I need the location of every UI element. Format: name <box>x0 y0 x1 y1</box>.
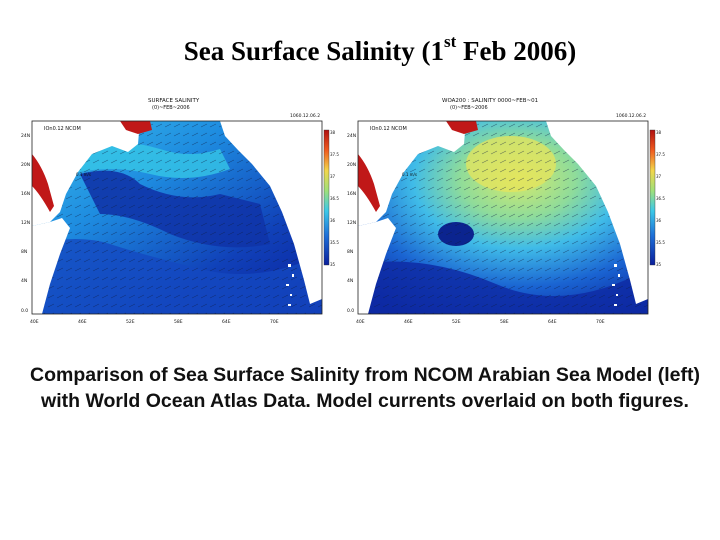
svg-text:IOn0.12 NCOM: IOn0.12 NCOM <box>370 126 407 132</box>
svg-text:58E: 58E <box>174 319 183 325</box>
map-area: 0.1 m/s IOn0.12 NCOM <box>32 121 322 314</box>
maldives-islands <box>612 264 620 306</box>
map-header: SURFACE SALINITY (0)~FEB~2006 1060.12.06… <box>148 98 320 119</box>
svg-text:46E: 46E <box>78 319 87 325</box>
svg-text:36.5: 36.5 <box>656 196 665 201</box>
svg-text:36.5: 36.5 <box>330 196 339 201</box>
svg-text:1060.12.06.2: 1060.12.06.2 <box>616 113 646 119</box>
svg-text:0.1 m/s: 0.1 m/s <box>402 172 417 177</box>
x-axis-labels: 40E 46E 52E 58E 64E 70E <box>356 319 605 325</box>
india-land <box>546 121 648 304</box>
svg-text:(0)~FEB~2006: (0)~FEB~2006 <box>450 105 488 111</box>
svg-text:12N: 12N <box>347 220 356 226</box>
svg-text:64E: 64E <box>548 319 557 325</box>
map-area: 0.1 m/s IOn0.12 NCOM <box>358 121 648 314</box>
svg-text:SURFACE SALINITY: SURFACE SALINITY <box>148 98 200 104</box>
svg-text:20N: 20N <box>347 162 356 168</box>
india-land <box>220 121 322 304</box>
svg-text:0.0: 0.0 <box>21 308 28 314</box>
svg-text:0.0: 0.0 <box>347 308 354 314</box>
svg-text:46E: 46E <box>404 319 413 325</box>
svg-text:52E: 52E <box>126 319 135 325</box>
svg-text:70E: 70E <box>596 319 605 325</box>
svg-text:35.5: 35.5 <box>330 240 339 245</box>
svg-text:4N: 4N <box>21 278 27 284</box>
page-title: Sea Surface Salinity (1st Feb 2006) <box>183 32 577 66</box>
svg-text:0.1 m/s: 0.1 m/s <box>76 172 91 177</box>
svg-text:WOA200 : SALINITY 0000~FEB~01: WOA200 : SALINITY 0000~FEB~01 <box>442 98 538 104</box>
svg-text:16N: 16N <box>347 191 356 197</box>
svg-text:36: 36 <box>656 218 662 223</box>
arabian-peninsula-land <box>32 121 140 226</box>
svg-text:1060.12.06.2: 1060.12.06.2 <box>290 113 320 119</box>
svg-text:(0)~FEB~2006: (0)~FEB~2006 <box>152 105 190 111</box>
svg-text:35: 35 <box>330 262 336 267</box>
svg-text:35.5: 35.5 <box>656 240 665 245</box>
persian-gulf <box>120 121 152 134</box>
svg-text:38: 38 <box>656 130 662 135</box>
map-header: WOA200 : SALINITY 0000~FEB~01 (0)~FEB~20… <box>442 98 646 119</box>
salinity-map-woa: WOA200 : SALINITY 0000~FEB~01 (0)~FEB~20… <box>346 94 666 330</box>
svg-text:36: 36 <box>330 218 336 223</box>
persian-gulf <box>446 121 478 134</box>
red-sea <box>32 154 54 212</box>
svg-text:IOn0.12 NCOM: IOn0.12 NCOM <box>44 126 81 132</box>
svg-text:52E: 52E <box>452 319 461 325</box>
svg-text:24N: 24N <box>21 133 30 139</box>
x-axis-labels: 40E 46E 52E 58E 64E 70E <box>30 319 279 325</box>
svg-text:58E: 58E <box>500 319 509 325</box>
svg-text:37.5: 37.5 <box>656 152 665 157</box>
figure-caption: Comparison of Sea Surface Salinity from … <box>30 364 700 412</box>
africa-land <box>358 218 396 314</box>
svg-text:38: 38 <box>330 130 336 135</box>
colorbar: 38 37.5 37 36.5 36 35.5 35 <box>323 129 339 267</box>
svg-text:37.5: 37.5 <box>330 152 339 157</box>
svg-text:8N: 8N <box>347 249 353 255</box>
salinity-map-ncom: SURFACE SALINITY (0)~FEB~2006 1060.12.06… <box>20 94 340 330</box>
svg-text:24N: 24N <box>347 133 356 139</box>
maldives-islands <box>286 264 294 306</box>
svg-text:20N: 20N <box>21 162 30 168</box>
svg-text:8N: 8N <box>21 249 27 255</box>
svg-text:12N: 12N <box>21 220 30 226</box>
arabian-peninsula-land <box>358 121 466 226</box>
y-axis-labels: 24N 20N 16N 12N 8N 4N 0.0 <box>347 133 356 314</box>
colorbar: 38 37.5 37 36.5 36 35.5 35 <box>649 129 665 267</box>
svg-text:64E: 64E <box>222 319 231 325</box>
svg-text:37: 37 <box>656 174 662 179</box>
svg-text:40E: 40E <box>356 319 365 325</box>
svg-text:40E: 40E <box>30 319 39 325</box>
svg-text:16N: 16N <box>21 191 30 197</box>
svg-text:37: 37 <box>330 174 336 179</box>
africa-land <box>32 218 70 314</box>
y-axis-labels: 24N 20N 16N 12N 8N 4N 0.0 <box>21 133 30 314</box>
svg-text:35: 35 <box>656 262 662 267</box>
red-sea <box>358 154 380 212</box>
svg-text:70E: 70E <box>270 319 279 325</box>
svg-text:4N: 4N <box>347 278 353 284</box>
